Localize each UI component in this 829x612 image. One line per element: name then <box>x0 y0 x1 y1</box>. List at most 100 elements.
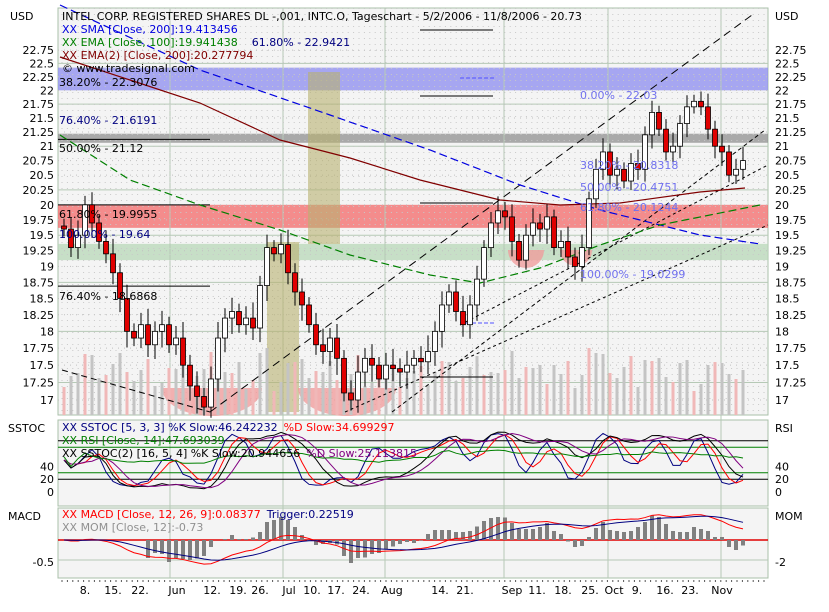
volume-bar <box>447 362 451 415</box>
candle <box>404 364 410 373</box>
momentum-bar <box>664 524 668 540</box>
legend-ema: XX EMA [Close, 100]:19.941438 <box>62 36 238 49</box>
volume-bar <box>83 354 87 415</box>
momentum-bar <box>685 532 689 540</box>
y-tick-label-left: 18.25 <box>23 309 55 322</box>
volume-bar <box>433 372 437 415</box>
y-tick-label-right: 17.25 <box>775 376 807 389</box>
momentum-bar <box>356 540 360 558</box>
momentum-bar <box>580 540 584 546</box>
y-tick-label-left: 19.25 <box>23 245 55 258</box>
x-tick-label: 25. <box>581 584 599 597</box>
candle <box>138 324 144 339</box>
candle <box>551 216 557 249</box>
momentum-bar <box>720 537 724 540</box>
candle <box>292 272 298 293</box>
volume-bar <box>153 386 157 415</box>
legend-trigger: Trigger:0.22519 <box>266 508 354 521</box>
x-tick-label: 8. <box>80 584 91 597</box>
y-tick-label-right: 21.5 <box>775 112 800 125</box>
volume-bar <box>314 371 318 415</box>
momentum-bar <box>601 522 605 540</box>
trigger-line <box>63 515 744 561</box>
volume-bar <box>629 356 633 415</box>
candle <box>334 337 340 359</box>
momentum-bar <box>643 522 647 540</box>
x-tick-label: 19. <box>229 584 247 597</box>
momentum-bar <box>713 537 717 540</box>
volume-bar <box>230 373 234 415</box>
ema2-line <box>59 56 746 206</box>
macd-tick-label: -0.5 <box>33 556 54 569</box>
candle <box>726 151 732 176</box>
momentum-bar <box>531 529 535 540</box>
momentum-bar <box>160 540 164 554</box>
volume-bar <box>496 373 500 415</box>
fib-band <box>58 67 768 91</box>
x-tick-label: 26. <box>251 584 269 597</box>
volume-bar <box>699 384 703 415</box>
candle <box>75 234 81 249</box>
momentum-bar <box>482 521 486 540</box>
candle <box>362 357 368 373</box>
volume-bar <box>293 362 297 415</box>
y-tick-label-right: 21 <box>775 140 789 153</box>
momentum-bar <box>622 532 626 540</box>
momentum-bar <box>566 540 570 542</box>
volume-bar <box>503 370 507 415</box>
momentum-bar <box>503 517 507 540</box>
y-tick-label-right: 17 <box>775 394 789 407</box>
candle <box>208 378 214 408</box>
momentum-bar <box>419 540 423 541</box>
y-tick-label-left: 17.5 <box>30 359 55 372</box>
candle <box>187 364 193 387</box>
momentum-bar <box>286 520 290 540</box>
y-tick-label-left: 22.75 <box>23 44 55 57</box>
candle <box>432 330 438 352</box>
candle <box>516 240 522 261</box>
fib-label: 38.20% - 22.3076 <box>59 76 157 89</box>
candle <box>194 385 200 397</box>
volume-bar <box>538 365 542 415</box>
volume-bar <box>727 374 731 415</box>
y-tick-label-right: 19.25 <box>775 245 807 258</box>
stoch-tick-label: 0 <box>47 486 54 499</box>
volume-bar <box>510 351 514 415</box>
candle <box>712 128 718 147</box>
momentum-bar <box>342 540 346 556</box>
volume-bar <box>286 363 290 415</box>
candle <box>131 330 137 339</box>
candle <box>320 344 326 352</box>
momentum-bar <box>594 528 598 540</box>
momentum-bar <box>167 540 171 562</box>
candle <box>460 311 466 326</box>
candle <box>397 368 403 373</box>
x-tick-label: 17. <box>327 584 345 597</box>
volume-bar <box>307 378 311 415</box>
momentum-bar <box>440 530 444 540</box>
candle <box>705 106 711 130</box>
volume-bar <box>608 373 612 415</box>
legend-sstoc-d: %D Slow:34.699297 <box>284 421 395 434</box>
y-tick-label-left: 17.75 <box>23 342 55 355</box>
candle <box>355 371 361 401</box>
candle <box>250 317 256 329</box>
y-tick-label-left: 18.75 <box>23 276 55 289</box>
y-tick-label-left: 20 <box>40 199 54 212</box>
volume-bar <box>566 361 570 415</box>
legend-sstoc2-d: %D Slow:25.113815 <box>306 447 417 460</box>
y-tick-label-left: 20.25 <box>23 184 55 197</box>
y-tick-label-left: 19.75 <box>23 214 55 227</box>
candle <box>159 324 165 332</box>
candle <box>376 364 382 380</box>
volume-bar <box>335 380 339 415</box>
candle <box>593 168 599 200</box>
x-tick-label: 24. <box>352 584 370 597</box>
volume-bar <box>573 388 577 415</box>
momentum-bar <box>496 517 500 540</box>
volume-bar <box>692 391 696 415</box>
volume-bar <box>69 376 73 415</box>
momentum-bar <box>181 540 185 559</box>
y-tick-label-left: 21.5 <box>30 112 55 125</box>
candle <box>719 145 725 153</box>
